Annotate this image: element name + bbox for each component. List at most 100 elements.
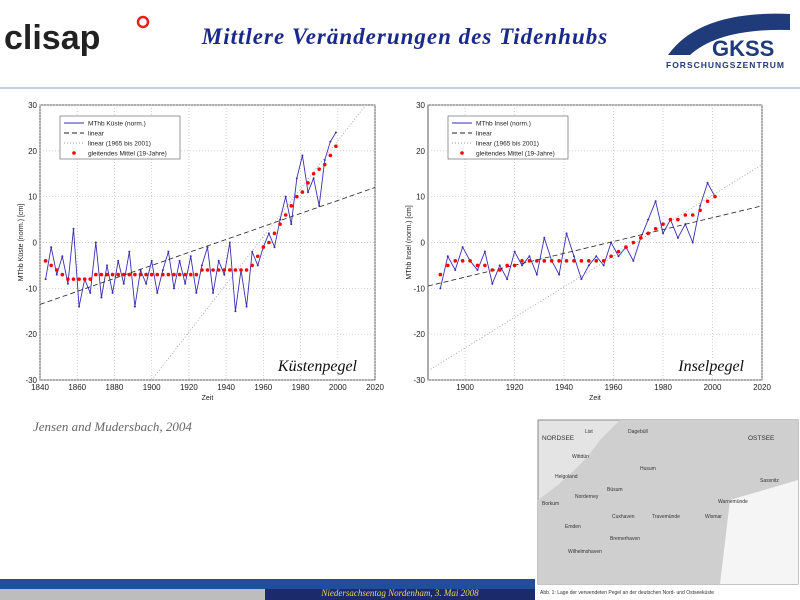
data-point <box>676 217 680 222</box>
x-tick-label: 2000 <box>329 383 347 392</box>
data-point <box>289 204 294 208</box>
data-point <box>255 254 260 259</box>
line-marker <box>706 181 709 184</box>
y-tick-label: -30 <box>25 376 37 385</box>
y-tick-label: 30 <box>28 101 37 110</box>
line-marker <box>535 273 538 276</box>
map-label: Dagebüll <box>628 429 648 435</box>
data-point <box>661 222 665 226</box>
y-tick-label: -30 <box>413 376 425 385</box>
legend-swatch <box>72 151 76 155</box>
footer-bar <box>0 579 535 589</box>
line-marker <box>572 255 575 258</box>
map-label: Borkum <box>542 501 559 507</box>
line-marker <box>295 177 298 180</box>
data-point <box>99 272 104 277</box>
annotation: Küstenpegel <box>277 358 358 375</box>
data-point <box>616 249 621 254</box>
data-point <box>306 181 310 185</box>
data-point <box>233 268 238 272</box>
map-label: Husum <box>640 466 656 472</box>
series-line <box>151 105 367 380</box>
x-tick-label: 1980 <box>292 383 310 392</box>
line-marker <box>117 259 120 262</box>
legend-label: linear <box>476 131 493 138</box>
data-point <box>579 259 584 263</box>
data-point <box>244 268 249 272</box>
line-marker <box>506 278 509 281</box>
line-marker <box>100 296 103 299</box>
line-marker <box>307 191 309 194</box>
map-label: Norderney <box>575 494 599 500</box>
data-point <box>71 277 76 281</box>
line-marker <box>150 259 153 262</box>
data-point <box>43 259 48 263</box>
data-point <box>317 167 321 171</box>
line-marker <box>122 282 125 285</box>
data-point <box>177 272 182 277</box>
x-tick-label: 1920 <box>180 383 198 392</box>
map-label: Wilhelmshaven <box>568 549 602 555</box>
data-point <box>127 272 132 277</box>
line-marker <box>189 255 192 258</box>
line-marker <box>587 264 590 267</box>
line-marker <box>323 159 326 161</box>
data-point <box>683 213 688 217</box>
data-point <box>587 259 591 263</box>
map-label: Warnemünde <box>718 499 748 505</box>
data-point <box>468 259 472 263</box>
data-point <box>520 259 524 263</box>
data-point <box>557 259 561 263</box>
annotation-bg <box>674 358 748 375</box>
data-point <box>653 226 658 231</box>
data-point <box>211 268 215 272</box>
data-point <box>490 268 495 272</box>
data-point <box>483 263 487 268</box>
y-axis-label: MThb Küste (norm.) [cm] <box>18 204 25 281</box>
x-axis-label: Zeit <box>202 395 214 402</box>
line-marker <box>284 195 287 198</box>
line-marker <box>691 241 694 244</box>
data-point <box>49 263 53 268</box>
map-caption: Abb. 1: Lage der verwendeten Pegel an de… <box>540 590 714 596</box>
annotation-bg <box>273 358 361 375</box>
data-point <box>295 194 299 199</box>
line-marker <box>89 291 92 294</box>
line-marker <box>439 287 442 290</box>
line-marker <box>491 282 494 285</box>
line-marker <box>212 291 215 294</box>
data-point <box>631 240 636 245</box>
data-point <box>261 245 266 249</box>
data-point <box>54 268 59 272</box>
line-marker <box>178 259 181 262</box>
line-marker <box>580 278 583 281</box>
line-marker <box>251 250 254 253</box>
line-marker <box>699 204 702 207</box>
line-marker <box>145 282 148 285</box>
line-marker <box>676 236 679 239</box>
map-label: Sassnitz <box>760 478 779 484</box>
line-marker <box>595 255 598 258</box>
data-point <box>624 245 628 249</box>
map-label: List <box>585 429 593 435</box>
line-marker <box>267 232 270 235</box>
logo-left: clisap <box>4 19 100 57</box>
line-marker <box>256 264 259 267</box>
line-marker <box>654 200 657 203</box>
data-point <box>668 217 673 222</box>
map-label: Travemünde <box>652 514 680 520</box>
data-point <box>88 277 93 281</box>
line-marker <box>217 259 220 262</box>
y-tick-label: 20 <box>28 147 37 156</box>
data-point <box>239 268 243 272</box>
logo-right-sub: FORSCHUNGSZENTRUM <box>666 60 785 70</box>
data-point <box>594 259 599 263</box>
line-marker <box>617 255 620 258</box>
y-tick-label: -20 <box>25 330 37 339</box>
line-marker <box>161 269 164 271</box>
map-label: Wismar <box>705 514 722 520</box>
line-marker <box>94 241 97 244</box>
line-marker <box>565 232 568 235</box>
line-marker <box>602 264 605 267</box>
line-marker <box>55 273 58 276</box>
